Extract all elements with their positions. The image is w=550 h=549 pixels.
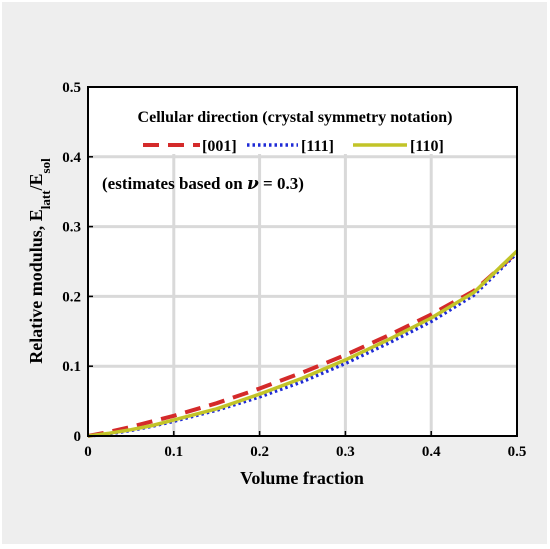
annotation-prefix: (estimates based on xyxy=(102,174,247,193)
y-tick-label: 0 xyxy=(74,429,82,445)
annotation-text: (estimates based on ν = 0.3) xyxy=(102,174,304,194)
x-axis-label: Volume fraction xyxy=(240,468,364,488)
series-line-001 xyxy=(87,250,519,438)
x-tick-label: 0.1 xyxy=(164,444,183,460)
y-label-mid: /E xyxy=(26,173,46,191)
y-axis-label: Relative modulus, Elatt/Esol xyxy=(26,158,53,364)
y-tick-label: 0.4 xyxy=(62,150,81,166)
series-line-111 xyxy=(87,251,519,438)
annotation-suffix: = 0.3) xyxy=(259,174,304,193)
legend-label: [001] xyxy=(202,138,237,155)
legend-label: [111] xyxy=(301,138,334,155)
x-tick-label: 0.3 xyxy=(336,444,355,460)
x-tick-label: 0.5 xyxy=(508,444,527,460)
x-tick-label: 0.4 xyxy=(422,444,441,460)
y-tick-label: 0.3 xyxy=(62,220,81,236)
y-tick-label: 0.2 xyxy=(62,289,81,305)
legend-title: Cellular direction (crystal symmetry not… xyxy=(138,109,453,126)
series-lines xyxy=(87,249,519,438)
series-line-110 xyxy=(87,249,519,438)
x-tick-label: 0 xyxy=(84,444,92,460)
plot-frame xyxy=(87,86,518,437)
figure-background: 0 0.1 0.2 0.3 0.4 0.5 0 0.1 0.2 0.3 0.4 0.5 Cellula… xyxy=(2,2,547,544)
axis-ticks: 0 0.1 0.2 0.3 0.4 0.5 0 0.1 0.2 0.3 0.4 0.5 xyxy=(62,80,526,460)
y-label-sub-sol: sol xyxy=(38,158,53,174)
legend-label: [110] xyxy=(410,138,444,155)
legend: [001] [111] [110] xyxy=(143,138,444,155)
y-tick-label: 0.1 xyxy=(62,359,81,375)
y-tick-label: 0.5 xyxy=(62,80,81,96)
annotation-nu: ν xyxy=(247,174,259,194)
y-label-main: Relative modulus, E xyxy=(26,209,46,364)
x-tick-label: 0.2 xyxy=(250,444,269,460)
line-chart: 0 0.1 0.2 0.3 0.4 0.5 0 0.1 0.2 0.3 0.4 0.5 Cellula… xyxy=(26,80,526,488)
y-label-sub-latt: latt xyxy=(38,190,53,209)
